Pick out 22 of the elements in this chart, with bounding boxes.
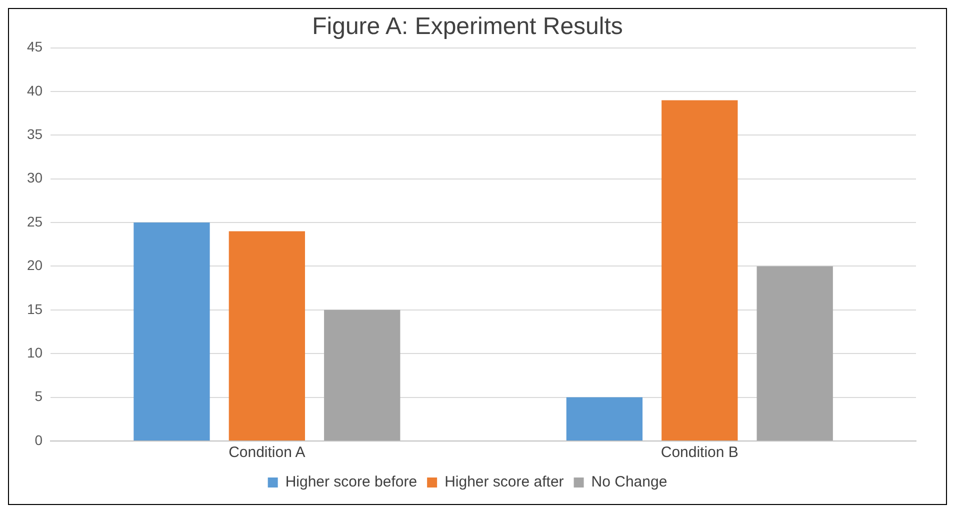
bar <box>228 231 306 440</box>
y-tick-label: 15 <box>26 300 43 317</box>
legend-label: Higher score after <box>444 474 564 491</box>
chart-title: Figure A: Experiment Results <box>312 13 623 40</box>
legend-label: No Change <box>591 474 668 491</box>
y-tick-label: 35 <box>26 126 43 142</box>
y-tick-label: 25 <box>26 213 43 230</box>
bar <box>324 310 400 440</box>
y-tick-label: 5 <box>34 388 43 404</box>
bar <box>662 100 738 440</box>
y-tick-label: 0 <box>34 432 43 448</box>
y-tick-label: 20 <box>26 257 43 274</box>
bar <box>566 397 643 440</box>
x-tick-label: Condition B <box>660 444 738 462</box>
y-tick-label: 10 <box>26 344 43 360</box>
bar <box>134 222 210 440</box>
legend-label: Higher score before <box>285 474 418 491</box>
y-tick-label: 30 <box>26 170 43 186</box>
bar <box>756 266 833 440</box>
y-tick-label: 45 <box>26 38 43 55</box>
x-tick-label: Condition A <box>228 444 306 462</box>
y-tick-label: 40 <box>26 82 43 98</box>
